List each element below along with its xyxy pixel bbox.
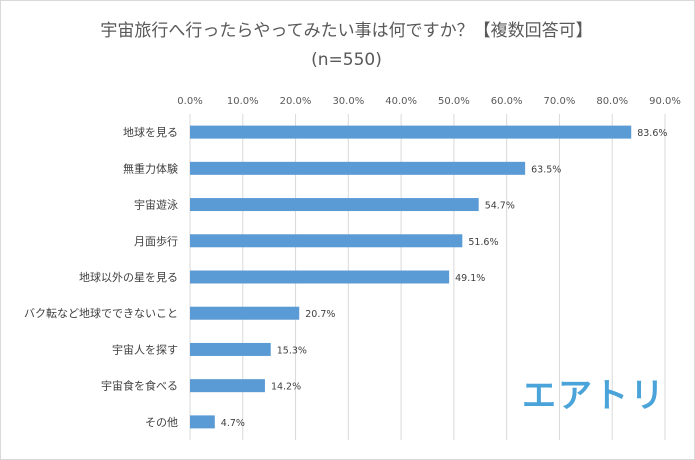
x-tick-label-7: 70.0%: [544, 96, 576, 107]
bar-2: [190, 198, 479, 212]
chart-subtitle: (n=550): [311, 50, 382, 70]
value-label-3: 51.6%: [468, 237, 498, 248]
category-label-0: 地球を見る: [123, 125, 178, 139]
category-label-7: 宇宙食を食べる: [101, 379, 178, 393]
value-label-8: 4.7%: [221, 418, 245, 429]
airtrip-logo: エアトリ: [522, 376, 666, 416]
x-tick-label-4: 40.0%: [385, 96, 417, 107]
x-tick-label-5: 50.0%: [438, 96, 470, 107]
category-label-1: 無重力体験: [123, 161, 178, 175]
x-tick-label-0: 0.0%: [177, 96, 202, 107]
bar-8: [190, 415, 215, 429]
x-tick-label-3: 30.0%: [332, 96, 364, 107]
category-label-8: その他: [145, 416, 178, 429]
category-label-6: 宇宙人を探す: [112, 342, 178, 356]
value-label-0: 83.6%: [637, 128, 667, 139]
value-label-1: 63.5%: [531, 164, 561, 175]
x-tick-label-8: 80.0%: [596, 96, 628, 107]
x-tick-label-1: 10.0%: [227, 96, 259, 107]
bar-0: [190, 125, 632, 139]
x-tick-label-2: 20.0%: [280, 96, 312, 107]
value-label-2: 54.7%: [485, 201, 515, 212]
bar-6: [190, 342, 271, 356]
category-label-5: バク転など地球でできないこと: [24, 306, 178, 320]
x-tick-label-9: 90.0%: [649, 96, 681, 107]
bar-7: [190, 379, 265, 393]
value-label-5: 20.7%: [305, 309, 335, 320]
category-label-2: 宇宙遊泳: [134, 198, 178, 212]
bar-5: [190, 306, 300, 320]
category-label-4: 地球以外の星を見る: [79, 270, 178, 284]
value-label-4: 49.1%: [455, 273, 485, 284]
bar-1: [190, 161, 526, 175]
category-label-3: 月面歩行: [134, 234, 178, 248]
chart-title: 宇宙旅行へ行ったらやってみたい事は何ですか？【複数回答可】: [100, 21, 593, 41]
value-label-6: 15.3%: [277, 345, 307, 356]
x-tick-label-6: 60.0%: [491, 96, 523, 107]
bar-3: [190, 234, 463, 248]
bar-4: [190, 270, 450, 284]
value-label-7: 14.2%: [271, 382, 301, 393]
